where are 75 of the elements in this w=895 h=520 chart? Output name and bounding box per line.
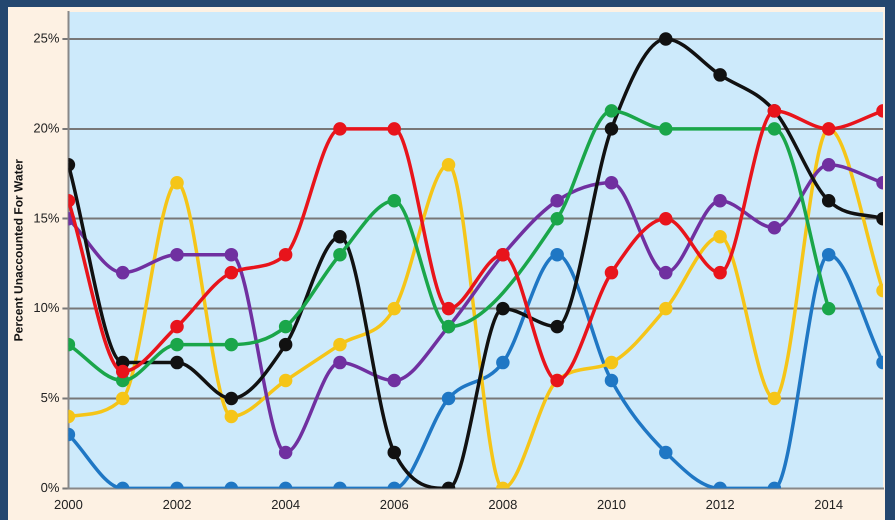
point <box>713 194 727 208</box>
point <box>604 176 618 190</box>
point <box>550 194 564 208</box>
point <box>496 356 510 370</box>
point <box>550 320 564 334</box>
point <box>278 446 292 460</box>
point <box>116 266 130 280</box>
point <box>333 122 347 136</box>
point <box>116 392 130 406</box>
point <box>713 230 727 244</box>
point <box>768 392 782 406</box>
point <box>442 302 456 316</box>
point <box>604 374 618 388</box>
y-tick-label: 20% <box>33 120 60 136</box>
point <box>604 356 618 370</box>
point <box>388 302 401 316</box>
point <box>224 338 238 352</box>
x-tick-label: 2006 <box>380 496 409 512</box>
point <box>170 176 184 190</box>
point <box>768 220 782 234</box>
y-tick-label: 5% <box>40 390 60 406</box>
point <box>170 338 184 352</box>
point <box>442 392 456 406</box>
point <box>224 248 238 262</box>
point <box>224 410 238 424</box>
point <box>659 446 673 460</box>
point <box>388 374 401 388</box>
point <box>604 266 618 280</box>
x-tick-label: 2002 <box>162 496 192 512</box>
point <box>388 446 401 460</box>
point <box>822 248 836 262</box>
point <box>713 68 727 82</box>
x-tick-label: 2010 <box>597 496 626 512</box>
point <box>713 266 727 280</box>
y-tick-label: 15% <box>33 210 60 226</box>
point <box>604 104 618 118</box>
point <box>659 302 673 316</box>
point <box>496 302 510 316</box>
point <box>278 320 292 334</box>
point <box>822 302 836 316</box>
point <box>333 338 347 352</box>
point <box>822 158 836 172</box>
point <box>224 266 238 280</box>
y-tick-label: 25% <box>33 30 60 46</box>
point <box>278 338 292 352</box>
point <box>659 212 673 226</box>
point <box>224 392 238 406</box>
point <box>333 230 347 244</box>
point <box>388 194 401 208</box>
x-tick-label: 2000 <box>54 496 83 512</box>
x-tick-label: 2012 <box>706 496 735 512</box>
point <box>604 122 618 136</box>
point <box>550 212 564 226</box>
y-axis-title: Percent Unaccounted For Water <box>12 158 26 342</box>
x-tick-label: 2004 <box>271 496 300 512</box>
point <box>388 122 401 136</box>
point <box>550 248 564 262</box>
point <box>822 194 836 208</box>
point <box>442 158 456 172</box>
y-tick-label: 10% <box>33 300 60 316</box>
point <box>116 364 130 378</box>
y-tick-label: 0% <box>40 480 60 495</box>
point <box>170 356 184 370</box>
x-tick-label: 2008 <box>488 496 518 512</box>
point <box>170 248 184 262</box>
point <box>659 32 673 46</box>
point <box>659 266 673 280</box>
point <box>768 122 782 136</box>
point <box>333 248 347 262</box>
point <box>333 356 347 370</box>
point <box>278 248 292 262</box>
point <box>659 122 673 136</box>
x-tick-label: 2014 <box>814 496 844 512</box>
point <box>170 320 184 334</box>
point <box>278 374 292 388</box>
